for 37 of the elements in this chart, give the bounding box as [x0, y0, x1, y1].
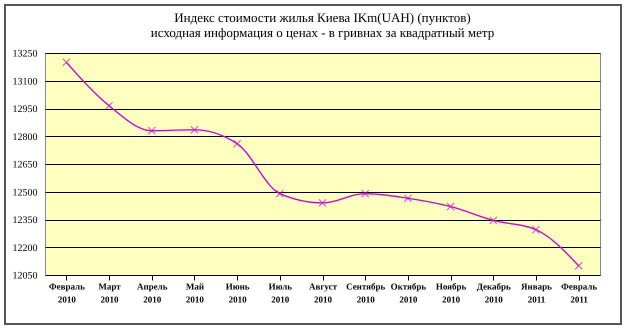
point [404, 194, 412, 202]
x-tick-label: Февраль 2011 [561, 282, 598, 304]
x-tick-label: Март 2010 [98, 282, 122, 304]
x-tick-label: Декабрь 2010 [476, 282, 512, 304]
point [190, 126, 198, 134]
x-tick-label: Июль 2010 [268, 282, 292, 304]
y-tick-label: 12650 [12, 160, 38, 170]
x-tick-label: Май 2010 [186, 282, 204, 304]
y-tick-label: 12500 [12, 187, 38, 198]
point [105, 102, 114, 110]
y-tick-label: 12350 [12, 215, 38, 226]
chart-title: Индекс стоимости жилья Киева IKm(UAH) (пунктов) [174, 10, 471, 25]
x-tick-label: Июнь 2010 [226, 282, 250, 304]
x-tick-label: Октябрь 2010 [390, 282, 426, 304]
point [62, 58, 70, 66]
point [276, 190, 284, 198]
y-tick-label: 13100 [12, 76, 38, 88]
point [574, 262, 583, 270]
x-tick-label: Ноябрь 2010 [436, 282, 467, 304]
point [446, 202, 455, 211]
x-tick-label: Апрель 2010 [136, 282, 168, 304]
point [318, 198, 327, 207]
point [148, 126, 156, 135]
y-tick-label: 12800 [12, 132, 38, 143]
point [532, 226, 540, 234]
x-tick-label: Сентябрь 2010 [346, 282, 386, 304]
y-tick-label: 12050 [12, 270, 38, 282]
y-tick-label: 12200 [12, 242, 38, 254]
x-tick-label: Январь 2011 [521, 282, 552, 304]
chart-subtitle: исходная информация о ценах - в гривнах за квадратный метр [150, 25, 494, 40]
x-tick-label: Февраль 2010 [48, 282, 86, 304]
y-tick-label: 13250 [12, 48, 38, 60]
point [361, 190, 370, 198]
point [489, 216, 498, 224]
point [233, 140, 242, 148]
y-tick-label: 12950 [12, 104, 38, 115]
x-tick-label: Август 2010 [308, 282, 338, 304]
